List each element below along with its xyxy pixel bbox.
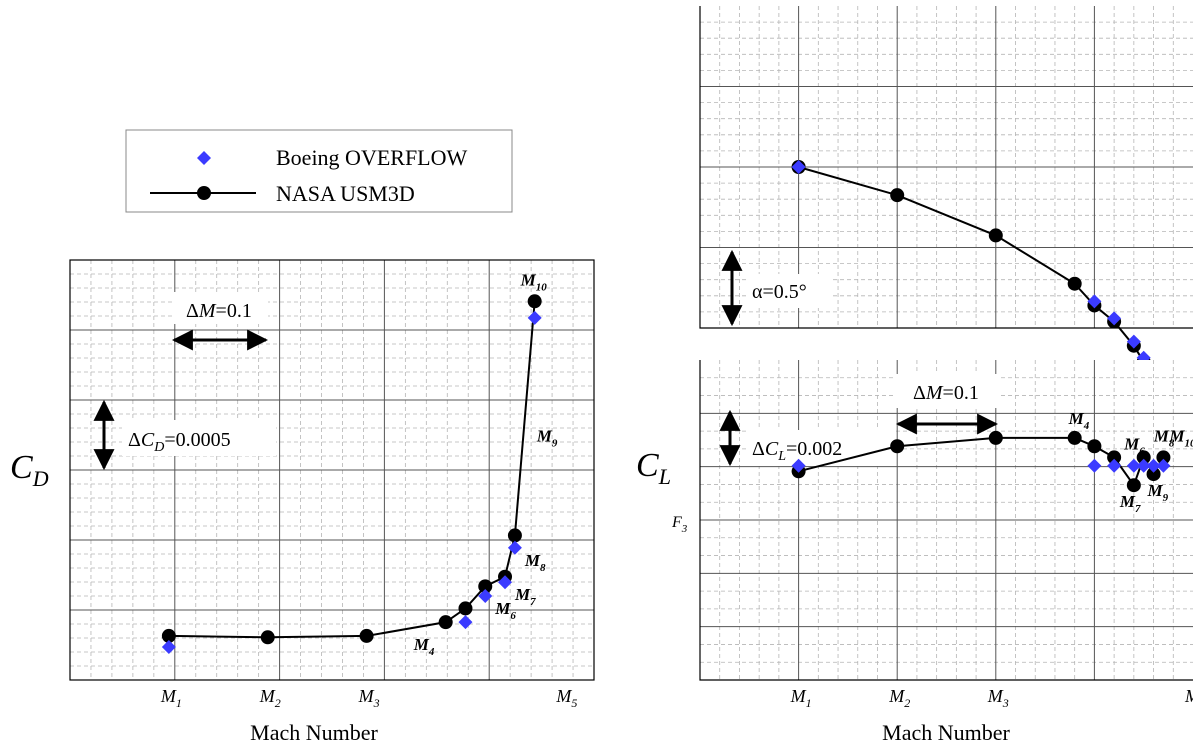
- overflow-data-point: [1126, 458, 1141, 473]
- alpha-scale-annotations: α=0.5°: [721, 249, 832, 327]
- delta-m-label: ΔM=0.1: [186, 300, 252, 322]
- legend: Boeing OVERFLOW NASA USM3D: [125, 129, 513, 213]
- overflow-data-point: [161, 639, 176, 654]
- x-tick-label: M1: [160, 686, 182, 710]
- overflow-data-point: [1136, 458, 1151, 473]
- x-tick-label: M2: [888, 686, 910, 710]
- overflow-data-point: [1156, 458, 1171, 473]
- usm3d-data-point: [260, 630, 275, 645]
- legend-label: NASA USM3D: [276, 181, 415, 206]
- overflow-data-point: [1107, 458, 1122, 473]
- point-label: M8: [524, 551, 546, 574]
- usm3d-data-point: [507, 528, 522, 543]
- usm3d-data-point: [359, 628, 374, 643]
- usm3d-data-point: [161, 628, 176, 643]
- legend-diamond-marker: [197, 151, 211, 165]
- delta-cd-label: ΔCD=0.0005: [128, 429, 231, 455]
- usm3d-data-point: [988, 430, 1003, 445]
- x-tick-label: M1: [790, 686, 812, 710]
- cl-grid: [700, 360, 1193, 680]
- overflow-data-point: [1107, 311, 1122, 326]
- point-label: M9: [1147, 481, 1169, 504]
- usm3d-data-point: [1146, 467, 1161, 482]
- usm3d-data-point: [890, 188, 905, 203]
- usm3d-data-point: [1087, 439, 1102, 454]
- legend-entry-usm3d: NASA USM3D: [150, 181, 415, 206]
- usm3d-data-point: [478, 579, 493, 594]
- point-label: M10: [1168, 426, 1193, 449]
- overflow-data-point: [791, 458, 806, 473]
- overflow-data-point: [791, 160, 806, 174]
- overflow-data-point: [527, 310, 542, 325]
- delta-cl-label: ΔCL=0.002: [752, 438, 842, 464]
- usm3d-data-point: [890, 439, 905, 454]
- legend-entry-overflow: Boeing OVERFLOW: [197, 145, 468, 170]
- cd-scale-annotations: ΔM=0.1 ΔCD=0.0005: [93, 292, 276, 471]
- cl-plot-frame: [699, 360, 1193, 681]
- cl-x-axis-label: Mach Number: [882, 720, 1010, 745]
- x-tick-label: M3: [358, 686, 380, 710]
- cd-x-tick-labels: M1 M2 M3 M5: [160, 686, 577, 710]
- point-label: M9: [536, 426, 558, 449]
- point-label: M7: [514, 585, 536, 608]
- overflow-data-point: [498, 575, 513, 590]
- usm3d-data-point: [1136, 450, 1151, 465]
- x-tick-label: M5: [1184, 686, 1193, 710]
- overflow-data-point: [1087, 294, 1102, 309]
- usm3d-data-point: [458, 601, 473, 616]
- overflow-data-point: [507, 540, 522, 555]
- cl-y-reference-label: F3: [671, 514, 688, 535]
- point-label: M4: [1068, 409, 1090, 432]
- cl-x-tick-labels: M1 M2 M3 M5: [790, 686, 1193, 710]
- usm3d-data-point: [1156, 450, 1171, 465]
- usm3d-data-point: [988, 228, 1003, 243]
- alpha-plot: α=0.5°: [699, 6, 1193, 402]
- point-label: M8: [1153, 426, 1175, 449]
- x-tick-label: M2: [259, 686, 281, 710]
- cd-y-axis-label: CD: [10, 449, 49, 491]
- usm3d-data-point: [1107, 450, 1122, 465]
- legend-box: [125, 129, 513, 213]
- x-tick-label: M3: [987, 686, 1009, 710]
- cl-series: M4 M6 M7 M8 M9 M10: [791, 409, 1193, 515]
- overflow-data-point: [1146, 458, 1161, 473]
- point-label: M7: [1119, 492, 1141, 515]
- usm3d-data-point: [438, 615, 453, 630]
- cl-scale-annotations: ΔM=0.1 ΔCL=0.002: [719, 374, 1000, 467]
- point-label: M4: [413, 635, 435, 658]
- usm3d-data-point: [1067, 276, 1082, 291]
- legend-label: Boeing OVERFLOW: [276, 145, 468, 170]
- legend-circle-marker: [197, 186, 211, 200]
- cd-x-axis-label: Mach Number: [250, 720, 378, 745]
- point-label: M6: [494, 599, 516, 622]
- overflow-data-point: [478, 589, 493, 603]
- alpha-plot-frame: [699, 6, 1193, 329]
- cl-y-axis-label: CL: [636, 447, 671, 489]
- usm3d-data-point: [527, 294, 542, 309]
- alpha-label: α=0.5°: [752, 281, 807, 303]
- overflow-data-point: [1087, 458, 1102, 473]
- overflow-data-point: [1126, 334, 1141, 349]
- cd-plot-frame: [69, 259, 595, 681]
- point-label: M6: [1123, 434, 1145, 457]
- point-label: M10: [520, 270, 548, 293]
- delta-m-label: ΔM=0.1: [913, 382, 979, 404]
- usm3d-data-point: [1067, 430, 1082, 445]
- usm3d-data-point: [1126, 478, 1141, 493]
- x-tick-label: M5: [555, 686, 577, 710]
- overflow-data-point: [458, 615, 473, 630]
